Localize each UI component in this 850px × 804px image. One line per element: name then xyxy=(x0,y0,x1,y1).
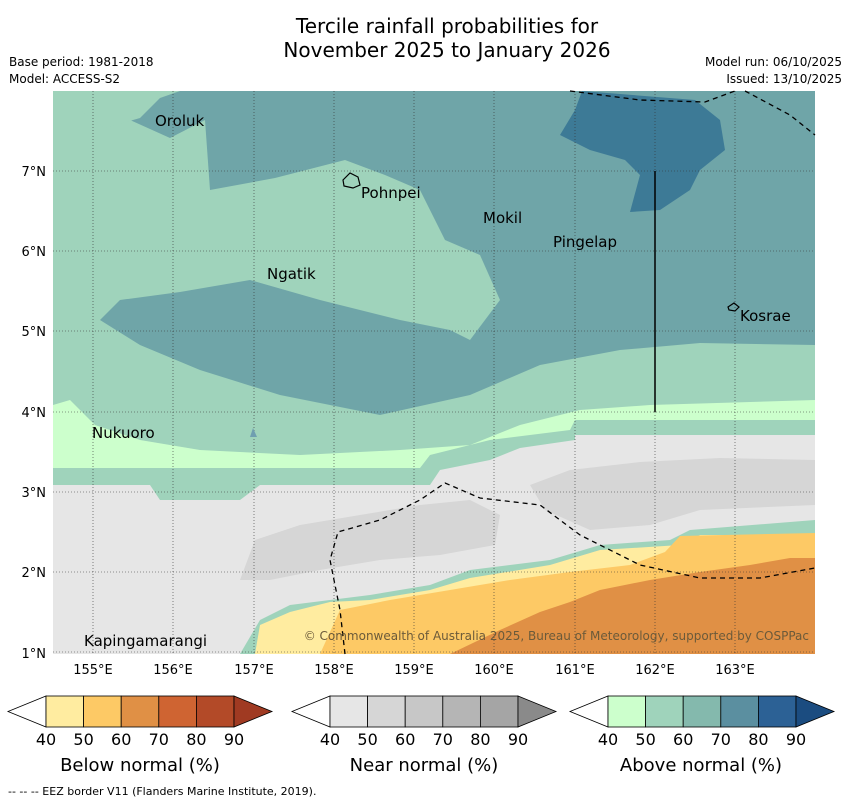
colorbar-tick-label: 40 xyxy=(598,730,618,749)
colorbar-segment xyxy=(83,695,122,728)
label-nukuoro: Nukuoro xyxy=(92,424,155,442)
below-60-field xyxy=(450,558,815,654)
near-50-patch-east xyxy=(530,458,815,530)
map-fields xyxy=(53,91,815,654)
lon-tick: 162°E xyxy=(635,663,675,678)
colorbar-below-title: Below normal (%) xyxy=(60,755,220,776)
graticule xyxy=(53,91,815,654)
lon-tick: 157°E xyxy=(234,663,274,678)
colorbar-extend-high xyxy=(517,695,558,728)
lat-tick: 6°N xyxy=(22,245,47,260)
near-50-patch-west xyxy=(240,500,500,580)
colorbar-tick-label: 90 xyxy=(786,730,806,749)
colorbar-segment xyxy=(329,695,368,728)
eez-borders xyxy=(329,90,816,655)
label-pingelap: Pingelap xyxy=(553,233,617,251)
colorbar-tick-label: 60 xyxy=(111,730,131,749)
colorbar-segment xyxy=(758,695,797,728)
pohnpei-outline xyxy=(342,172,361,189)
label-kosrae: Kosrae xyxy=(740,307,791,325)
lon-tick: 160°E xyxy=(474,663,514,678)
colorbar-above-title: Above normal (%) xyxy=(619,755,783,776)
title-line-2: November 2025 to January 2026 xyxy=(283,38,611,62)
base-period: Base period: 1981-2018 xyxy=(9,55,154,69)
colorbar-tick-label: 90 xyxy=(224,730,244,749)
label-oroluk: Oroluk xyxy=(155,112,204,130)
lon-tick: 163°E xyxy=(715,663,755,678)
colorbar-tick-label: 80 xyxy=(470,730,490,749)
colorbar-above: 40 50 60 70 80 90 xyxy=(568,695,836,749)
colorbar-segment xyxy=(404,695,444,728)
colorbar-tick-label: 60 xyxy=(395,730,415,749)
colorbar-extend-low xyxy=(290,695,331,728)
colorbar-segment xyxy=(120,695,160,728)
eez-footnote: -- -- -- EEZ border V11 (Flanders Marine… xyxy=(8,785,317,798)
colorbar-extend-high xyxy=(795,695,836,728)
colorbar-tick-label: 50 xyxy=(357,730,377,749)
colorbar-extend-high xyxy=(233,695,274,728)
colorbar-segment xyxy=(607,695,646,728)
model-name: Model: ACCESS-S2 xyxy=(9,72,121,86)
colorbar-tick-label: 80 xyxy=(748,730,768,749)
model-run: Model run: 06/10/2025 xyxy=(704,55,842,69)
title-line-1: Tercile rainfall probabilities for xyxy=(295,14,599,38)
colorbar-segment xyxy=(45,695,84,728)
colorbar-tick-label: 90 xyxy=(508,730,528,749)
copyright-notice: © Commonwealth of Australia 2025, Bureau… xyxy=(304,629,809,643)
colorbar-segment xyxy=(682,695,722,728)
issued-date: Issued: 13/10/2025 xyxy=(726,72,842,86)
lat-tick: 3°N xyxy=(22,486,47,501)
colorbar-tick-label: 80 xyxy=(186,730,206,749)
colorbar-segment xyxy=(720,695,759,728)
colorbar-tick-label: 70 xyxy=(711,730,731,749)
colorbar-below: 40 50 60 70 80 90 xyxy=(6,695,274,749)
lat-tick: 1°N xyxy=(22,647,47,662)
above-60-strip xyxy=(53,91,180,128)
small-marker xyxy=(250,428,257,437)
meta-right: Model run: 06/10/2025 Issued: 13/10/2025 xyxy=(705,54,842,88)
colorbar-segment xyxy=(442,695,481,728)
label-pohnpei: Pohnpei xyxy=(361,184,421,202)
above-40-band xyxy=(53,400,815,468)
lon-tick: 161°E xyxy=(555,663,595,678)
colorbar-segment xyxy=(479,695,519,728)
colorbar-extend-low xyxy=(568,695,609,728)
label-kapingamarangi: Kapingamarangi xyxy=(84,632,207,650)
lat-tick: 2°N xyxy=(22,566,47,581)
kosrae-outline xyxy=(727,302,740,312)
colorbar-tick-label: 60 xyxy=(673,730,693,749)
lon-tick: 158°E xyxy=(314,663,354,678)
colorbar-segment xyxy=(195,695,235,728)
lon-tick: 155°E xyxy=(73,663,113,678)
lon-tick: 159°E xyxy=(394,663,434,678)
colorbar-tick-label: 50 xyxy=(635,730,655,749)
above-70-north xyxy=(100,91,815,415)
colorbar-segment xyxy=(367,695,406,728)
lon-tick: 156°E xyxy=(153,663,193,678)
colorbar-near-title: Near normal (%) xyxy=(349,755,499,776)
colorbar-tick-label: 70 xyxy=(433,730,453,749)
above-80-patch xyxy=(560,91,725,212)
colorbar-segment xyxy=(158,695,197,728)
label-ngatik: Ngatik xyxy=(267,265,316,283)
label-mokil: Mokil xyxy=(483,209,522,227)
chart-title: Tercile rainfall probabilities for Novem… xyxy=(0,14,850,62)
colorbar-tick-label: 50 xyxy=(73,730,93,749)
colorbar-tick-label: 40 xyxy=(320,730,340,749)
colorbar-tick-label: 40 xyxy=(36,730,56,749)
colorbar-extend-low xyxy=(6,695,47,728)
colorbar-near: 40 50 60 70 80 90 xyxy=(290,695,558,749)
colorbar-tick-label: 70 xyxy=(149,730,169,749)
colorbar-segment xyxy=(645,695,684,728)
lat-tick: 4°N xyxy=(22,406,47,421)
lat-tick: 5°N xyxy=(22,325,47,340)
lat-tick: 7°N xyxy=(22,165,47,180)
meta-left: Base period: 1981-2018 Model: ACCESS-S2 xyxy=(9,54,154,88)
